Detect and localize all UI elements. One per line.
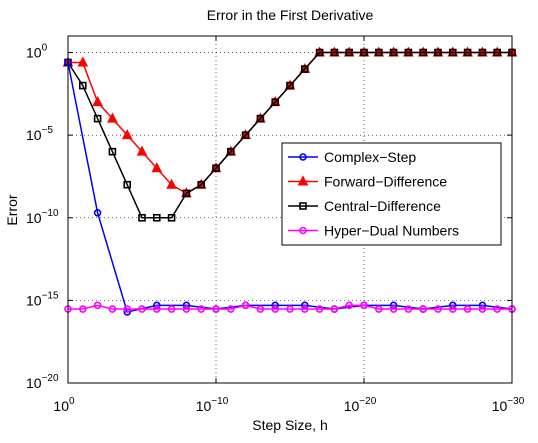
data-point-central-difference <box>138 213 146 222</box>
x-axis-label: Step Size, h <box>252 417 328 433</box>
data-point-hyper-dual-numbers <box>182 305 191 313</box>
data-point-hyper-dual-numbers <box>315 305 324 313</box>
legend-marker <box>297 175 309 186</box>
data-point-hyper-dual-numbers <box>330 305 339 313</box>
y-tick-label: 10−15 <box>26 290 59 308</box>
data-point-forward-difference <box>136 145 148 156</box>
data-point-hyper-dual-numbers <box>286 305 294 313</box>
legend-label: Complex−Step <box>324 149 416 165</box>
y-tick-label: 10−10 <box>26 208 59 226</box>
data-point-central-difference <box>434 48 442 57</box>
data-point-forward-difference <box>92 96 103 107</box>
data-point-central-difference <box>123 180 131 189</box>
data-point-hyper-dual-numbers <box>93 301 102 310</box>
data-point-central-difference <box>182 189 191 198</box>
data-point-hyper-dual-numbers <box>212 305 220 313</box>
legend-label: Forward−Difference <box>324 174 447 190</box>
data-point-hyper-dual-numbers <box>360 301 368 310</box>
data-point-hyper-dual-numbers <box>123 305 131 313</box>
data-point-forward-difference <box>151 162 163 173</box>
data-point-central-difference <box>286 81 294 90</box>
data-point-hyper-dual-numbers <box>241 301 250 310</box>
data-point-hyper-dual-numbers <box>197 305 205 313</box>
data-point-central-difference <box>79 81 87 90</box>
data-point-hyper-dual-numbers <box>256 305 265 313</box>
data-point-central-difference <box>404 48 413 57</box>
data-point-central-difference <box>93 114 102 123</box>
data-point-hyper-dual-numbers <box>448 305 457 313</box>
data-point-hyper-dual-numbers <box>153 305 161 313</box>
legend: Complex−Step Forward−Difference Central−Di… <box>281 142 502 246</box>
data-point-central-difference <box>153 213 161 222</box>
data-point-forward-difference <box>77 56 89 67</box>
x-tick-label: 10−20 <box>344 396 377 414</box>
data-point-central-difference <box>167 213 176 222</box>
data-point-hyper-dual-numbers <box>463 305 472 313</box>
data-point-hyper-dual-numbers <box>404 305 413 313</box>
legend-label: Central−Difference <box>324 198 441 214</box>
data-point-hyper-dual-numbers <box>389 305 398 313</box>
x-tick-label: 10−10 <box>196 396 229 414</box>
y-tick-label: 100 <box>26 43 48 61</box>
data-point-hyper-dual-numbers <box>227 305 235 313</box>
y-tick-label: 10−5 <box>26 125 53 143</box>
data-point-central-difference <box>300 65 309 73</box>
data-point-hyper-dual-numbers <box>493 305 502 313</box>
legend-label: Hyper−Dual Numbers <box>324 223 459 239</box>
plot-frame <box>67 35 513 384</box>
legend-marker <box>299 202 307 210</box>
x-tick-label: 10−30 <box>492 396 525 414</box>
data-point-central-difference <box>419 48 428 57</box>
data-point-central-difference <box>360 48 368 57</box>
series-hyper-dual-numbers <box>64 301 516 313</box>
data-point-hyper-dual-numbers <box>419 305 428 313</box>
data-point-hyper-dual-numbers <box>138 305 146 313</box>
series-line-central-difference <box>67 51 512 219</box>
data-point-hyper-dual-numbers <box>434 305 442 313</box>
series-central-difference <box>64 48 516 222</box>
data-point-central-difference <box>330 48 339 57</box>
data-point-central-difference <box>108 147 117 156</box>
data-point-hyper-dual-numbers <box>167 305 176 313</box>
data-point-forward-difference <box>166 178 177 189</box>
legend-box <box>281 142 502 246</box>
data-point-central-difference <box>227 147 235 156</box>
data-point-hyper-dual-numbers <box>108 305 117 313</box>
data-point-hyper-dual-numbers <box>374 305 383 313</box>
data-point-central-difference <box>478 48 487 57</box>
data-point-central-difference <box>389 48 398 57</box>
data-point-central-difference <box>315 48 324 57</box>
data-point-forward-difference <box>107 112 118 123</box>
data-point-hyper-dual-numbers <box>478 305 487 313</box>
data-point-central-difference <box>448 48 457 57</box>
data-point-forward-difference <box>121 129 133 140</box>
data-point-central-difference <box>241 131 250 139</box>
chart-title: Error in the First Derivative <box>207 7 374 23</box>
series-line-hyper-dual-numbers <box>68 304 512 310</box>
legend-marker <box>299 226 307 235</box>
data-point-central-difference <box>271 98 280 106</box>
data-point-hyper-dual-numbers <box>271 305 280 313</box>
data-point-central-difference <box>197 180 205 189</box>
data-point-central-difference <box>212 164 220 172</box>
series-layer <box>62 46 518 316</box>
data-point-central-difference <box>463 48 472 57</box>
data-point-hyper-dual-numbers <box>300 305 309 313</box>
data-point-hyper-dual-numbers <box>345 301 354 310</box>
data-point-hyper-dual-numbers <box>79 305 87 313</box>
y-axis-label: Error <box>4 194 20 225</box>
y-tick-label: 10−20 <box>26 373 59 391</box>
data-point-central-difference <box>345 48 354 57</box>
data-point-complex-step <box>93 208 102 217</box>
data-point-central-difference <box>374 48 383 57</box>
legend-marker <box>299 153 307 161</box>
ticks: 100 10−10 10−20 10−30 100 10−5 10−10 10−15 10−20 <box>26 36 525 414</box>
data-point-central-difference <box>256 114 265 123</box>
data-point-central-difference <box>493 48 502 57</box>
x-tick-label: 100 <box>53 396 75 414</box>
